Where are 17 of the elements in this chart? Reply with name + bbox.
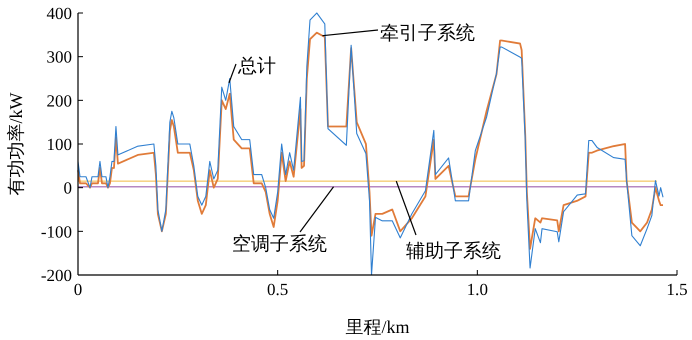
y-tick-label: 0 [64,178,72,198]
x-tick-label: 0.5 [267,280,288,299]
y-tick-label: -100 [40,222,72,242]
y-tick-label: 300 [46,48,72,67]
x-tick-label: 1.0 [466,280,488,299]
y-tick-label: -200 [40,266,72,285]
text: 空调子系统 [232,233,327,255]
y-tick-label: 400 [46,4,72,23]
x-tick-label: 1.5 [666,280,688,299]
y-tick-label: 200 [46,91,72,110]
text: 辅助子系统 [406,241,501,262]
y-axis-title: 有功功率/kW [6,92,26,196]
y-tick-label: 100 [46,135,72,154]
x-axis-title: 里程/km [345,317,410,337]
series-label: 总计 [237,56,276,77]
series-label: 牵引子系统 [380,23,475,44]
line-series [77,12,664,276]
